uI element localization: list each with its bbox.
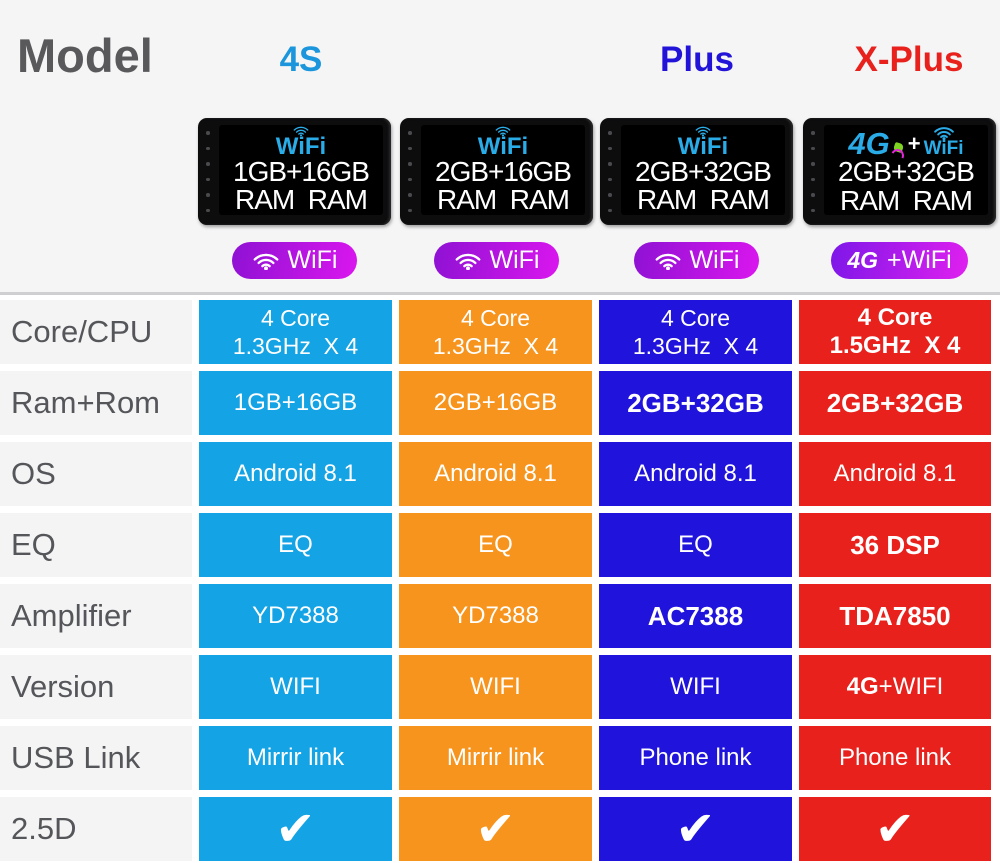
checkmark-icon: ✔ (275, 801, 316, 857)
wifi-badge-3: WiFi (633, 242, 760, 279)
table-cell: EQ (399, 513, 592, 577)
model-name-plus: Plus (660, 40, 734, 79)
wifi-icon (253, 253, 278, 270)
unit-screen: WiFi 2GB+16GB RAM RAM (421, 125, 585, 215)
head-unit-2: WiFi 2GB+16GB RAM RAM (400, 118, 593, 225)
badge-label: WiFi (489, 246, 540, 274)
wifi-icon (293, 126, 309, 137)
wifi-icon (455, 253, 480, 270)
bezel-buttons (206, 131, 210, 212)
screen-wifi-label: WiFi (677, 133, 729, 161)
unit-screen: WiFi 1GB+16GB RAM RAM (219, 125, 383, 215)
wifi-icon (695, 126, 711, 137)
row-label-ram-rom: Ram+Rom (0, 371, 192, 435)
table-cell: WIFI (599, 655, 792, 719)
screen-wifi-label: WiFi (923, 137, 964, 159)
table-cell: YD7388 (199, 584, 392, 648)
row-label-version: Version (0, 655, 192, 719)
screen-ram-value: 2GB+32GB (838, 156, 975, 187)
table-cell: Android 8.1 (199, 442, 392, 506)
table-cell: 4 Core 1.5GHz X 4 (799, 300, 991, 364)
4g-wifi-badge: 4G +WiFi (831, 242, 968, 279)
spec-table: Core/CPU 4 Core 1.3GHz X 4 4 Core 1.3GHz X… (0, 295, 1000, 863)
row-label-eq: EQ (0, 513, 192, 577)
head-unit-3: WiFi 2GB+32GB RAM RAM (600, 118, 793, 225)
model-name-4s: 4S (279, 40, 323, 79)
screen-ram-value: 1GB+16GB (233, 155, 370, 187)
bezel-buttons (408, 131, 412, 212)
table-cell: EQ (199, 513, 392, 577)
screen-4g-label: 4G (848, 125, 890, 161)
table-cell-check: ✔ (599, 797, 792, 861)
row-label-usb-link: USB Link (0, 726, 192, 790)
badge-4g-label: 4G (847, 247, 879, 273)
table-cell: Phone link (799, 726, 991, 790)
plus-sign: + (907, 131, 921, 156)
checkmark-icon: ✔ (675, 801, 716, 857)
product-image-1: WiFi 1GB+16GB RAM RAM WiFi (198, 118, 391, 279)
table-cell: EQ (599, 513, 792, 577)
badge-label: +WiFi (887, 246, 952, 274)
badge-label: WiFi (689, 246, 740, 274)
table-cell: Android 8.1 (399, 442, 592, 506)
table-cell-check: ✔ (799, 797, 991, 861)
screen-ram-value: 2GB+16GB (435, 155, 572, 187)
section-divider (0, 292, 1000, 295)
table-cell: 4G +WIFI (799, 655, 991, 719)
row-label-os: OS (0, 442, 192, 506)
checkmark-icon: ✔ (874, 801, 916, 857)
head-unit-4: 4G + WiFi 2GB+32GB RAM RAM (803, 118, 996, 225)
table-cell: TDA7850 (799, 584, 991, 648)
head-unit-1: WiFi 1GB+16GB RAM RAM (198, 118, 391, 225)
table-cell: AC7388 (599, 584, 792, 648)
bezel-buttons (811, 131, 815, 212)
page-title: Model (17, 29, 153, 82)
unit-screen: WiFi 2GB+32GB RAM RAM (621, 125, 785, 215)
table-cell: 36 DSP (799, 513, 991, 577)
table-cell: 2GB+16GB (399, 371, 592, 435)
screen-ram-caption: RAM RAM (840, 184, 973, 215)
table-cell: Android 8.1 (599, 442, 792, 506)
table-cell-check: ✔ (399, 797, 592, 861)
table-cell: 4 Core 1.3GHz X 4 (199, 300, 392, 364)
table-cell: WIFI (199, 655, 392, 719)
screen-wifi-label: WiFi (477, 133, 529, 161)
row-label-core-cpu: Core/CPU (0, 300, 192, 364)
wifi-icon (933, 127, 954, 140)
row-label-2-5d: 2.5D (0, 797, 192, 861)
badge-label: WiFi (287, 246, 338, 274)
table-cell: 4 Core 1.3GHz X 4 (599, 300, 792, 364)
screen-ram-caption: RAM RAM (637, 184, 770, 215)
screen-ram-caption: RAM RAM (437, 184, 570, 215)
wifi-badge-1: WiFi (231, 242, 358, 279)
unit-screen: 4G + WiFi 2GB+32GB RAM RAM (824, 125, 988, 215)
bezel-buttons (608, 131, 612, 212)
table-cell: 1GB+16GB (199, 371, 392, 435)
screen-wifi-label: WiFi (275, 133, 327, 161)
wifi-icon (655, 253, 680, 270)
table-cell: Mirrir link (399, 726, 592, 790)
wifi-icon (495, 126, 511, 137)
screen-ram-value: 2GB+32GB (635, 155, 772, 187)
table-cell: 2GB+32GB (799, 371, 991, 435)
table-cell: 4 Core 1.3GHz X 4 (399, 300, 592, 364)
row-label-amplifier: Amplifier (0, 584, 192, 648)
screen-ram-caption: RAM RAM (235, 184, 368, 215)
table-cell: YD7388 (399, 584, 592, 648)
table-cell-check: ✔ (199, 797, 392, 861)
checkmark-icon: ✔ (475, 801, 516, 857)
table-cell: WIFI (399, 655, 592, 719)
model-name-x-plus: X-Plus (854, 40, 964, 79)
table-cell: Android 8.1 (799, 442, 991, 506)
signal-decoration-icon (893, 143, 905, 157)
product-image-2: WiFi 2GB+16GB RAM RAM WiFi (400, 118, 593, 279)
product-image-3: WiFi 2GB+32GB RAM RAM WiFi (600, 118, 793, 279)
table-cell: 2GB+32GB (599, 371, 792, 435)
wifi-badge-2: WiFi (433, 242, 560, 279)
product-image-4: 4G + WiFi 2GB+32GB RAM RAM 4G +WiFi (803, 118, 996, 279)
table-cell: Phone link (599, 726, 792, 790)
table-cell: Mirrir link (199, 726, 392, 790)
